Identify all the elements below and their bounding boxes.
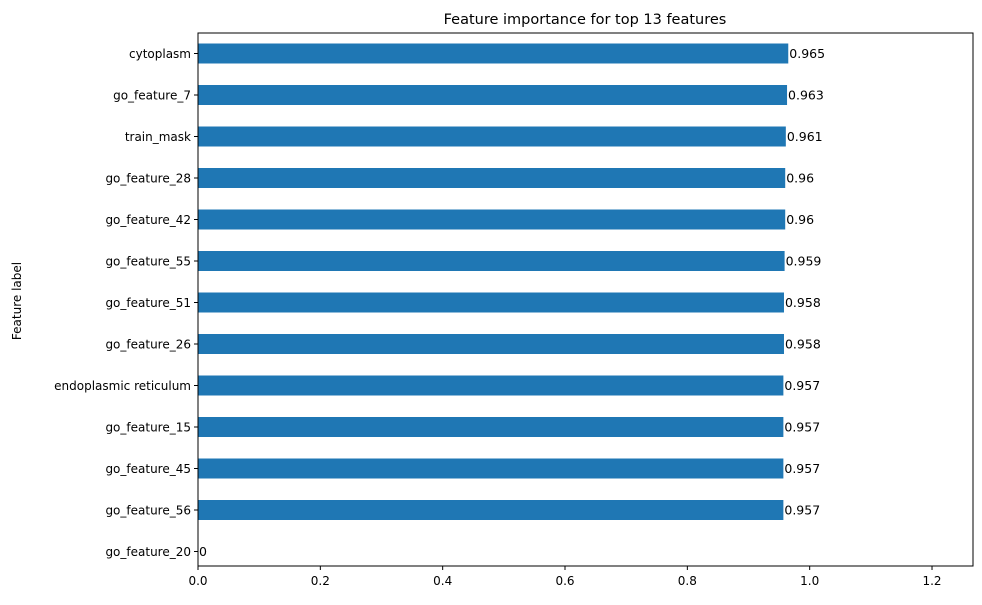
bar xyxy=(198,417,784,437)
chart-title: Feature importance for top 13 features xyxy=(444,12,727,28)
x-axis: 0.0 0.2 0.4 0.6 0.8 1.0 1.2 xyxy=(188,566,942,588)
y-tick-label: go_feature_51 xyxy=(105,296,191,310)
y-tick-label: go_feature_45 xyxy=(105,462,191,476)
x-tick-label: 1.2 xyxy=(922,574,941,588)
bar xyxy=(198,292,784,313)
bar xyxy=(198,85,788,105)
bar xyxy=(198,334,784,354)
y-tick-labels: cytoplasm go_feature_7 train_mask go_featur… xyxy=(54,47,198,559)
y-axis-label: Feature label xyxy=(10,262,24,340)
data-label: 0 xyxy=(199,544,207,559)
y-tick-label: endoplasmic reticulum xyxy=(54,379,191,393)
bar xyxy=(198,126,786,147)
plot-frame xyxy=(197,32,974,567)
x-tick-label: 0.6 xyxy=(555,574,574,588)
data-label: 0.957 xyxy=(784,503,820,518)
data-label: 0.959 xyxy=(786,254,822,269)
y-tick-label: go_feature_56 xyxy=(105,504,191,518)
data-label: 0.965 xyxy=(789,46,825,61)
data-label: 0.957 xyxy=(784,420,820,435)
data-labels: 0.965 0.963 0.961 0.96 0.96 0.959 0.958 0.958 0.… xyxy=(199,46,825,559)
data-label: 0.963 xyxy=(788,88,824,103)
data-label: 0.96 xyxy=(786,212,814,227)
data-label: 0.961 xyxy=(787,129,823,144)
bar xyxy=(198,209,786,230)
y-tick-label: go_feature_20 xyxy=(105,545,191,559)
y-tick-label: go_feature_15 xyxy=(105,421,191,435)
data-label: 0.96 xyxy=(786,171,814,186)
bar xyxy=(198,251,785,271)
x-tick-label: 0.0 xyxy=(188,574,207,588)
y-tick-label: go_feature_26 xyxy=(105,338,191,352)
y-tick-label: go_feature_7 xyxy=(113,89,191,103)
x-tick-label: 0.8 xyxy=(678,574,697,588)
x-tick-label: 0.2 xyxy=(311,574,330,588)
bar xyxy=(198,168,786,188)
y-tick-label: cytoplasm xyxy=(129,47,191,61)
y-tick-label: go_feature_42 xyxy=(105,213,191,227)
y-tick-label: go_feature_55 xyxy=(105,255,191,269)
y-tick-label: train_mask xyxy=(125,130,191,144)
x-tick-label: 0.4 xyxy=(433,574,452,588)
bar xyxy=(198,43,789,64)
bar xyxy=(198,375,784,396)
data-label: 0.957 xyxy=(784,461,820,476)
data-label: 0.957 xyxy=(784,378,820,393)
bars-layer xyxy=(198,43,789,520)
bar xyxy=(198,500,784,520)
y-tick-label: go_feature_28 xyxy=(105,172,191,186)
x-tick-label: 1.0 xyxy=(800,574,819,588)
data-label: 0.958 xyxy=(785,295,821,310)
data-label: 0.958 xyxy=(785,337,821,352)
bar xyxy=(198,458,784,479)
